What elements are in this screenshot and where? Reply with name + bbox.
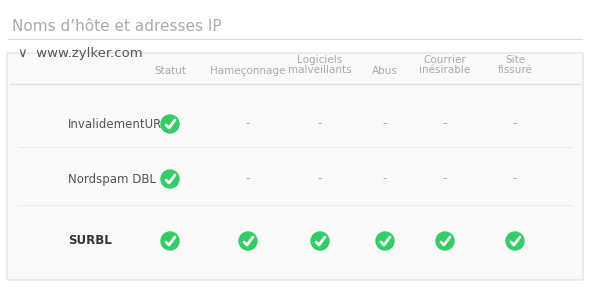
Text: SURBL: SURBL bbox=[68, 234, 112, 248]
Text: Statut: Statut bbox=[154, 66, 186, 76]
Text: -: - bbox=[442, 173, 447, 185]
Text: -: - bbox=[318, 173, 322, 185]
Text: -: - bbox=[513, 118, 517, 130]
Text: Site: Site bbox=[505, 55, 525, 65]
Text: -: - bbox=[318, 118, 322, 130]
Text: -: - bbox=[442, 118, 447, 130]
Text: ∨  www.zylker.com: ∨ www.zylker.com bbox=[18, 47, 143, 60]
Text: -: - bbox=[513, 173, 517, 185]
Text: -: - bbox=[246, 118, 250, 130]
Circle shape bbox=[161, 170, 179, 188]
Circle shape bbox=[311, 232, 329, 250]
Text: Noms d’hôte et adresses IP: Noms d’hôte et adresses IP bbox=[12, 19, 222, 34]
Text: Hameçonnage: Hameçonnage bbox=[210, 66, 286, 76]
Text: InvalidementURI: InvalidementURI bbox=[68, 118, 166, 130]
Text: -: - bbox=[383, 173, 387, 185]
FancyBboxPatch shape bbox=[7, 53, 583, 280]
Circle shape bbox=[506, 232, 524, 250]
Text: fissuré: fissuré bbox=[497, 65, 532, 75]
Text: Logiciels: Logiciels bbox=[297, 55, 343, 65]
Text: -: - bbox=[383, 118, 387, 130]
Text: inésirable: inésirable bbox=[419, 65, 471, 75]
Circle shape bbox=[161, 232, 179, 250]
Text: malveillants: malveillants bbox=[288, 65, 352, 75]
Text: -: - bbox=[246, 173, 250, 185]
Text: Courrier: Courrier bbox=[424, 55, 466, 65]
Text: Abus: Abus bbox=[372, 66, 398, 76]
Circle shape bbox=[161, 115, 179, 133]
Circle shape bbox=[239, 232, 257, 250]
Circle shape bbox=[376, 232, 394, 250]
Text: Nordspam DBL: Nordspam DBL bbox=[68, 173, 156, 185]
Circle shape bbox=[436, 232, 454, 250]
